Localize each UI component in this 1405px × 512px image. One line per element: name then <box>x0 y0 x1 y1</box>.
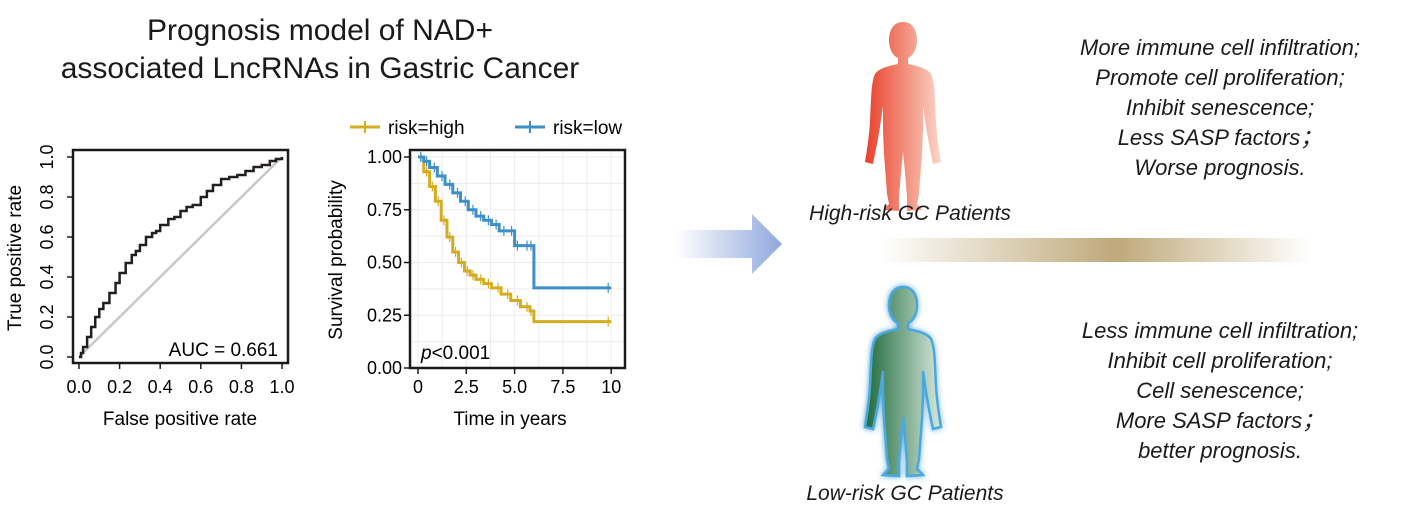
low-risk-effect-1: Less immune cell infiltration; <box>1081 318 1359 343</box>
km-legend: risk=high risk=low <box>350 118 622 139</box>
km-chart: 0 2.5 5.0 7.5 10 0.00 0.25 0.50 0.75 1.00 risk=hi… <box>326 118 627 430</box>
roc-y-tick-label: 0.4 <box>37 264 57 289</box>
km-curve-risk-high <box>418 155 612 324</box>
km-legend-label: risk=low <box>553 118 622 139</box>
km-x-tick-label: 7.5 <box>550 377 575 397</box>
km-y-tick-label: 0.25 <box>367 305 402 325</box>
roc-x-tick-label: 0.8 <box>229 377 254 397</box>
low-risk-human-icon <box>863 285 943 478</box>
km-x-tick-label: 10 <box>601 377 621 397</box>
km-y-axis-label: Survival probability <box>326 180 347 340</box>
roc-y-tick-label: 0.8 <box>37 184 57 209</box>
roc-y-tick-label: 0.0 <box>37 344 57 369</box>
km-p-value-annotation: p<0.001 <box>420 343 490 364</box>
high-risk-effects: More immune cell infiltration; Promote c… <box>1040 33 1400 183</box>
km-y-tick-label: 1.00 <box>367 147 402 167</box>
roc-x-tick-label: 0.4 <box>148 377 173 397</box>
roc-x-tick-label: 1.0 <box>269 377 294 397</box>
flow-arrow-icon <box>676 214 782 274</box>
low-risk-effect-5: better prognosis. <box>1138 438 1302 463</box>
km-y-tick-label: 0.75 <box>367 200 402 220</box>
roc-curve-line <box>79 157 284 359</box>
roc-x-tick-label: 0.6 <box>188 377 213 397</box>
low-risk-effect-3: Cell senescence; <box>1136 378 1304 403</box>
chart-title-block: Prognosis model of NAD+ associated LncRN… <box>20 12 620 88</box>
high-risk-human-icon <box>865 22 941 211</box>
roc-y-axis-label: True positive rate <box>5 185 26 331</box>
km-y-tick-label: 0.50 <box>367 253 402 273</box>
km-x-tick-label: 2.5 <box>454 377 479 397</box>
roc-x-axis-label: False positive rate <box>103 409 257 430</box>
km-curve-risk-low <box>418 155 612 290</box>
high-risk-effect-2: Promote cell proliferation; <box>1095 65 1345 90</box>
low-risk-effects: Less immune cell infiltration; Inhibit c… <box>1040 316 1400 466</box>
title-line-2: associated LncRNAs in Gastric Cancer <box>60 52 580 85</box>
low-risk-effect-4: More SASP factors； <box>1115 408 1325 433</box>
roc-y-tick-label: 0.6 <box>37 224 57 249</box>
roc-x-tick-label: 0.2 <box>107 377 132 397</box>
title-line-1: Prognosis model of NAD+ <box>147 14 493 47</box>
roc-y-tick-label: 0.2 <box>37 304 57 329</box>
high-risk-effect-4: Less SASP factors； <box>1117 125 1323 150</box>
km-x-tick-label: 0 <box>413 377 423 397</box>
roc-auc-annotation: AUC = 0.661 <box>169 340 278 361</box>
km-plot-frame <box>408 148 627 370</box>
roc-y-tick-label: 1.0 <box>37 144 57 169</box>
roc-x-tick-label: 0.0 <box>66 377 91 397</box>
high-risk-patients-label: High-risk GC Patients <box>809 202 1011 225</box>
high-risk-effect-1: More immune cell infiltration; <box>1080 35 1360 60</box>
km-y-tick-label: 0.00 <box>367 358 402 378</box>
low-risk-patients-label: Low-risk GC Patients <box>806 482 1004 505</box>
roc-reference-diagonal <box>78 156 283 358</box>
divider-band <box>880 238 1310 262</box>
high-risk-effect-5: Worse prognosis. <box>1134 155 1306 180</box>
km-legend-label: risk=high <box>388 118 465 139</box>
km-x-axis-label: Time in years <box>453 409 566 430</box>
high-risk-effect-3: Inhibit senescence; <box>1125 95 1315 120</box>
km-x-tick-label: 5.0 <box>502 377 527 397</box>
low-risk-effect-2: Inhibit cell proliferation; <box>1107 348 1333 373</box>
roc-chart: 0.0 0.2 0.4 0.6 0.8 1.0 0.0 0.2 0.4 0.6 0.8 1.0 Fal… <box>5 144 295 430</box>
roc-plot-frame <box>71 148 290 365</box>
